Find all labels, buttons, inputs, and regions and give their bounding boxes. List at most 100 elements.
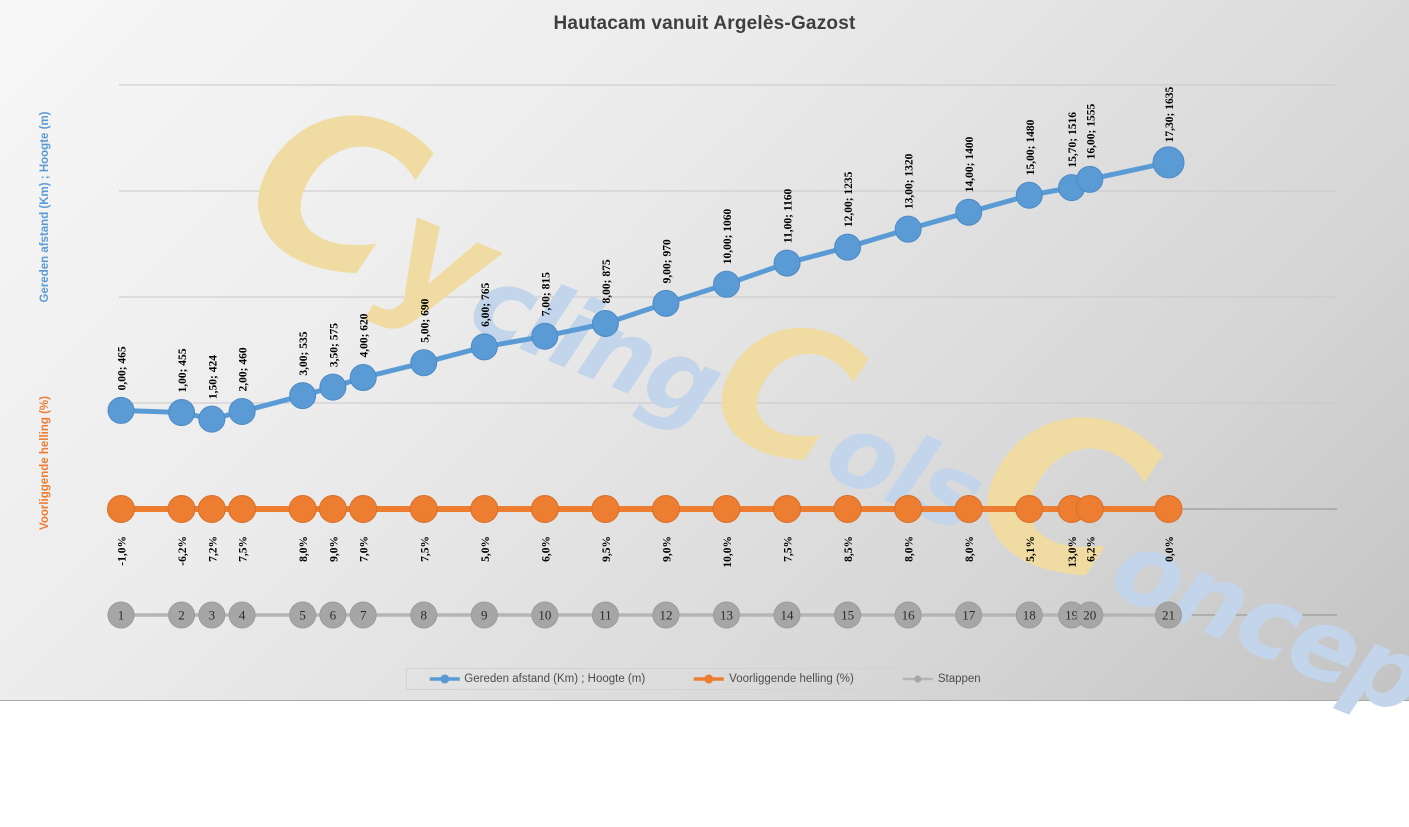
helling-data-label: 8,0%: [964, 536, 976, 562]
stappen-number-label: 16: [902, 608, 916, 623]
hoogte-marker: [713, 270, 740, 298]
stappen-number-label: 21: [1162, 608, 1175, 623]
helling-marker: [651, 495, 680, 523]
legend-marker-swatch: [439, 674, 449, 684]
hoogte-marker: [894, 215, 922, 243]
stappen-marker: [591, 601, 619, 629]
helling-marker: [197, 495, 226, 523]
stappen-marker: [1076, 601, 1104, 629]
hoogte-marker: [773, 249, 801, 277]
helling-data-label: 9,0%: [661, 536, 673, 562]
stappen-marker: [410, 601, 438, 629]
stappen-number-label: 9: [481, 608, 488, 623]
hoogte-marker: [470, 333, 498, 361]
helling-data-label: 8,0%: [298, 536, 310, 562]
helling-data-label: 13,0%: [1067, 536, 1079, 568]
hoogte-data-label: 15,00; 1480: [1025, 119, 1037, 175]
hoogte-data-label: 0,00; 465: [117, 346, 129, 390]
hoogte-data-label: 1,00; 455: [177, 348, 189, 392]
helling-marker: [1075, 495, 1104, 523]
helling-marker: [318, 495, 347, 523]
stappen-marker: [228, 601, 256, 629]
helling-data-label: 6,0%: [540, 536, 552, 562]
stappen-marker: [1015, 601, 1043, 629]
hoogte-data-label: 9,00; 970: [661, 239, 673, 283]
hoogte-marker: [349, 364, 377, 392]
helling-data-label: 7,0%: [359, 536, 371, 562]
helling-data-label: 6,2%: [1085, 536, 1097, 562]
stappen-number-label: 20: [1083, 608, 1096, 623]
hoogte-marker: [319, 373, 347, 401]
legend-item-helling: Voorliggende helling (%): [693, 673, 854, 685]
stappen-number-label: 12: [659, 608, 672, 623]
hoogte-marker: [834, 233, 862, 261]
hoogte-data-label: 3,00; 535: [298, 331, 310, 375]
chart-title: Hautacam vanuit Argelès-Gazost: [553, 13, 856, 34]
hoogte-line: [120, 159, 1170, 422]
hoogte-data-label: 7,00; 815: [540, 272, 552, 316]
helling-marker: [409, 495, 438, 523]
legend-hoogte-line-icon: [429, 674, 460, 684]
helling-marker: [288, 495, 317, 523]
hoogte-data-label: 11,00; 1160: [783, 189, 795, 244]
hoogte-marker: [1152, 146, 1185, 179]
stappen-number-label: 11: [599, 608, 612, 623]
stappen-marker: [894, 601, 922, 629]
helling-data-label: 5,0%: [480, 536, 492, 562]
stappen-marker: [289, 601, 317, 629]
helling-marker: [470, 495, 499, 523]
helling-marker: [1015, 495, 1044, 523]
hoogte-data-label: 8,00; 875: [601, 259, 613, 303]
stappen-marker: [834, 601, 862, 629]
helling-marker: [591, 495, 620, 523]
hoogte-marker: [107, 396, 135, 424]
stappen-number-label: 15: [841, 608, 854, 623]
stappen-number-label: 4: [239, 608, 246, 623]
hoogte-data-label: 3,50; 575: [328, 323, 340, 367]
hoogte-marker: [198, 405, 226, 433]
hoogte-marker: [1015, 181, 1043, 209]
helling-marker: [954, 495, 983, 523]
hoogte-marker: [591, 310, 619, 337]
stappen-number-label: 17: [962, 608, 976, 623]
helling-data-label: 8,5%: [843, 536, 855, 562]
stappen-marker: [531, 601, 559, 629]
hoogte-data-label: 2,00; 460: [238, 347, 250, 391]
helling-data-label: 0,0%: [1164, 536, 1176, 562]
stappen-number-label: 14: [781, 608, 795, 623]
legend-item-stappen: Stappen: [902, 673, 981, 685]
stappen-marker: [319, 601, 347, 629]
y-axis-title-secondary: Voorliggende helling (%): [39, 396, 51, 530]
helling-marker: [349, 495, 378, 523]
legend-item-hoogte: Gereden afstand (Km) ; Hoogte (m): [428, 673, 645, 685]
hoogte-data-label: 10,00; 1060: [722, 208, 734, 264]
stappen-number-label: 19: [1065, 608, 1078, 623]
helling-data-label: 7,5%: [783, 536, 795, 562]
hoogte-marker: [955, 198, 983, 226]
hoogte-marker: [228, 397, 256, 425]
helling-data-label: -1,0%: [117, 536, 129, 566]
hoogte-data-label: 12,00; 1235: [843, 171, 855, 227]
hoogte-data-label: 16,00; 1555: [1085, 104, 1097, 160]
stappen-marker: [652, 601, 680, 629]
stappen-number-label: 1: [118, 608, 125, 623]
helling-data-label: 5,1%: [1025, 536, 1037, 562]
helling-data-label: 10,0%: [722, 536, 734, 568]
stappen-number-label: 6: [330, 608, 337, 623]
chart-legend: Gereden afstand (Km) ; Hoogte (m) Voorlig…: [405, 668, 1004, 690]
hoogte-data-label: 17,30; 1635: [1164, 87, 1176, 143]
helling-data-label: -6,2%: [177, 536, 189, 566]
series-layer: 0,00; 465 1,00; 455 1,50; 424 2,00; 460 3,00…: [107, 87, 1185, 629]
helling-data-label: 7,2%: [207, 536, 219, 562]
hoogte-data-label: 13,00; 1320: [904, 153, 916, 209]
legend-label: Voorliggende helling (%): [729, 673, 854, 685]
climb-profile-chart: Hautacam vanuit Argelès-Gazost CyclingCo…: [0, 0, 1409, 755]
helling-marker: [167, 495, 196, 523]
stappen-number-label: 18: [1023, 608, 1036, 623]
helling-marker: [107, 495, 135, 523]
hoogte-marker: [531, 322, 559, 350]
stappen-marker: [107, 601, 135, 629]
helling-marker: [530, 495, 559, 523]
stappen-marker: [1155, 601, 1183, 629]
helling-marker: [712, 495, 741, 523]
